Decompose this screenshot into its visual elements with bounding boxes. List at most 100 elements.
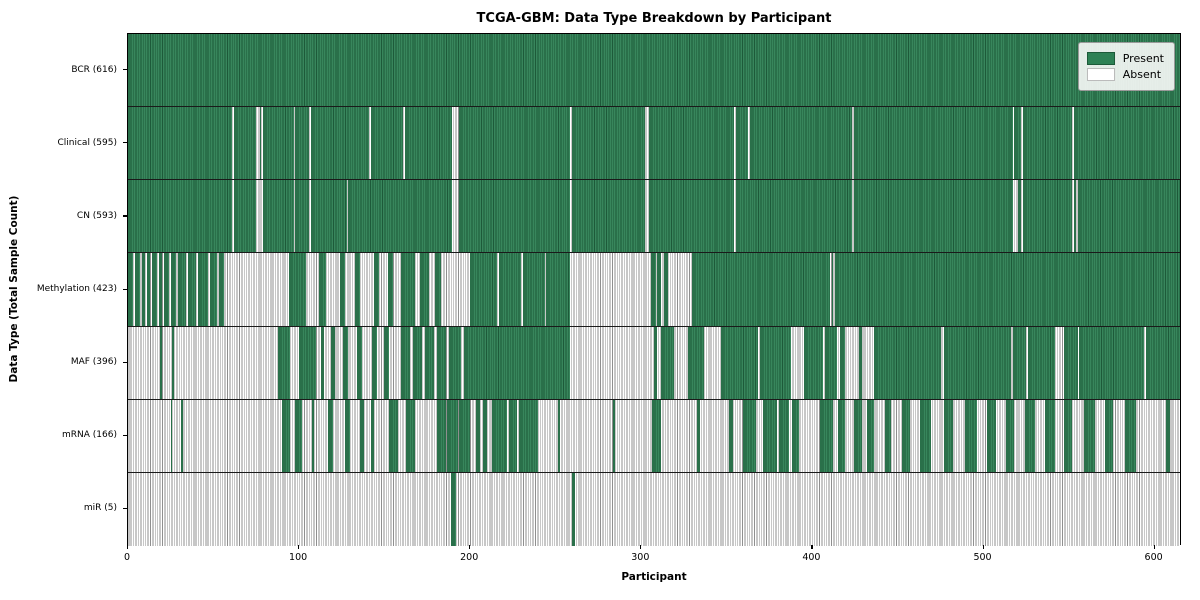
x-tick-mark xyxy=(127,545,129,549)
legend-label-absent: Absent xyxy=(1122,68,1162,81)
present-segment xyxy=(1104,399,1114,472)
present-segment xyxy=(259,107,262,180)
present-segment xyxy=(447,399,458,472)
y-tick-label-BCR: BCR (616) xyxy=(71,64,117,75)
heatmap-row-CN[interactable] xyxy=(128,180,1180,254)
present-segment xyxy=(413,326,422,399)
present-segment xyxy=(1063,326,1078,399)
y-tick-mark xyxy=(123,69,127,71)
heatmap-row-Methylation[interactable] xyxy=(128,253,1180,327)
present-segment xyxy=(1005,399,1015,472)
present-segment xyxy=(459,399,470,472)
present-segment xyxy=(459,107,571,180)
present-segment xyxy=(331,326,335,399)
present-segment xyxy=(464,326,571,399)
present-segment xyxy=(134,253,140,326)
y-tick-label-miR: miR (5) xyxy=(83,503,117,514)
present-segment xyxy=(654,326,658,399)
present-segment xyxy=(664,253,668,326)
present-segment xyxy=(355,253,361,326)
x-tick-label-500: 500 xyxy=(973,552,992,563)
present-segment xyxy=(853,180,1013,253)
heatmap-row-miR[interactable] xyxy=(128,472,1180,546)
legend: Present Absent xyxy=(1077,42,1175,91)
present-segment xyxy=(778,399,789,472)
present-segment xyxy=(1084,399,1095,472)
present-segment xyxy=(735,180,853,253)
present-segment xyxy=(370,107,403,180)
present-segment xyxy=(572,180,646,253)
present-segment xyxy=(170,399,173,472)
present-segment xyxy=(449,326,462,399)
present-segment xyxy=(128,34,1180,107)
present-segment xyxy=(356,326,362,399)
present-segment xyxy=(218,253,224,326)
present-swatch-icon xyxy=(1086,52,1115,65)
present-segment xyxy=(151,253,158,326)
present-segment xyxy=(792,399,800,472)
x-tick-label-400: 400 xyxy=(802,552,821,563)
present-segment xyxy=(519,399,538,472)
x-axis-label: Participant xyxy=(621,571,687,583)
present-segment xyxy=(1022,107,1073,180)
heatmap-row-Clinical[interactable] xyxy=(128,107,1180,181)
present-segment xyxy=(558,399,561,472)
present-segment xyxy=(344,399,350,472)
present-segment xyxy=(838,399,846,472)
y-axis-label: Data Type (Total Sample Count) xyxy=(8,195,20,383)
x-tick-mark xyxy=(811,545,813,549)
present-segment xyxy=(1012,326,1027,399)
present-segment xyxy=(1145,326,1180,399)
present-segment xyxy=(546,253,571,326)
heatmap-row-BCR[interactable] xyxy=(128,34,1180,108)
present-segment xyxy=(281,399,291,472)
present-segment xyxy=(650,253,656,326)
present-segment xyxy=(483,399,487,472)
present-segment xyxy=(437,326,446,399)
present-segment xyxy=(763,399,777,472)
present-segment xyxy=(648,107,735,180)
y-tick-label-mRNA: mRNA (166) xyxy=(62,430,117,441)
x-tick-mark xyxy=(1153,545,1155,549)
x-tick-label-300: 300 xyxy=(631,552,650,563)
present-segment xyxy=(262,180,294,253)
legend-entry-present: Present xyxy=(1086,52,1164,65)
present-segment xyxy=(459,180,571,253)
y-tick-label-Methylation: Methylation (423) xyxy=(36,284,117,294)
present-segment xyxy=(343,326,349,399)
present-segment xyxy=(901,399,911,472)
present-segment xyxy=(987,399,996,472)
present-segment xyxy=(819,399,834,472)
present-segment xyxy=(944,326,1011,399)
present-segment xyxy=(450,472,456,546)
y-tick-mark xyxy=(123,142,127,144)
x-tick-label-600: 600 xyxy=(1144,552,1163,563)
heatmap-row-mRNA[interactable] xyxy=(128,399,1180,473)
present-segment xyxy=(370,399,374,472)
present-segment xyxy=(158,253,163,326)
present-segment xyxy=(1063,399,1073,472)
present-segment xyxy=(824,326,837,399)
present-segment xyxy=(498,253,521,326)
present-segment xyxy=(401,326,410,399)
present-segment xyxy=(1079,326,1145,399)
present-segment xyxy=(319,253,327,326)
present-segment xyxy=(372,326,378,399)
heatmap-plot-area[interactable] xyxy=(127,33,1181,546)
present-segment xyxy=(420,253,429,326)
y-tick-label-MAF: MAF (396) xyxy=(70,357,117,368)
heatmap-row-MAF[interactable] xyxy=(128,326,1180,400)
present-segment xyxy=(749,107,853,180)
present-segment xyxy=(491,399,508,472)
y-tick-mark xyxy=(123,361,127,363)
x-tick-mark xyxy=(640,545,642,549)
present-segment xyxy=(327,399,333,472)
present-segment xyxy=(835,253,1180,326)
y-tick-label-CN: CN (593) xyxy=(76,210,117,221)
x-tick-mark xyxy=(982,545,984,549)
present-segment xyxy=(688,326,704,399)
present-segment xyxy=(696,399,701,472)
present-segment xyxy=(310,180,347,253)
present-segment xyxy=(128,107,233,180)
